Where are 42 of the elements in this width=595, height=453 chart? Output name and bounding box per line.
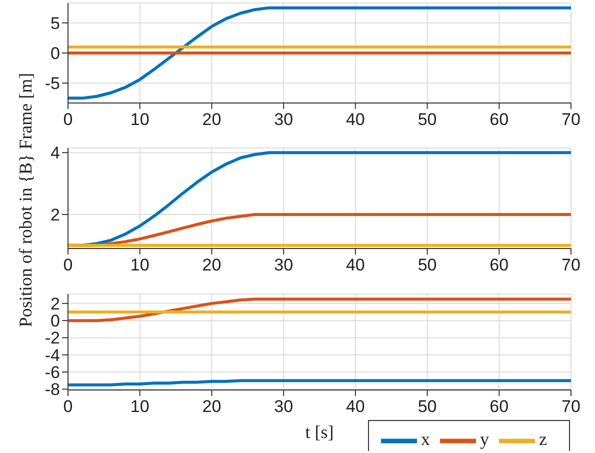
x-tick-label: 50 [418,255,437,274]
y-tick-label: -2 [44,328,60,348]
y-tick-label: 2 [50,205,60,224]
x-tick-label: 20 [202,110,222,130]
x-tick-label: 40 [346,110,365,130]
x-tick-label: 30 [274,110,294,130]
y-tick-label: 2 [50,294,60,313]
legend-label: x [421,428,430,449]
y-axis-title: Position of robot in {B} Frame [m] [16,72,36,328]
x-tick-label: 10 [130,396,150,416]
x-tick-label: 60 [490,255,509,274]
y-tick-label: -4 [44,345,60,364]
x-tick-label: 0 [63,255,73,274]
x-tick-label: 60 [490,396,509,416]
x-tick-label: 50 [418,396,437,416]
x-tick-label: 10 [130,110,150,130]
x-tick-label: 50 [418,110,437,130]
x-tick-label: 60 [490,110,509,130]
y-tick-label: 4 [50,143,60,162]
x-tick-label: 40 [346,255,365,274]
x-axis-title: t [s] [305,422,334,442]
y-tick-label: -6 [44,362,60,382]
x-tick-label: 70 [562,255,580,274]
x-tick-label: 20 [202,396,222,416]
line-series [68,6,571,100]
y-tick-label: -8 [44,380,60,399]
x-tick-label: 20 [202,255,222,274]
y-tick-label: -5 [44,74,60,94]
x-tick-label: 10 [130,255,150,274]
x-tick-label: 40 [346,396,365,416]
x-tick-label: 70 [562,110,580,130]
y-tick-label: 0 [50,44,60,64]
x-tick-label: 0 [63,110,73,130]
x-tick-label: 30 [274,255,294,274]
x-tick-label: 30 [274,396,294,416]
legend-label: z [539,428,547,449]
legend-label: y [480,428,489,449]
x-tick-label: 70 [562,396,580,416]
line-series [68,297,571,322]
y-tick-label: 0 [50,311,60,330]
y-tick-label: 5 [50,14,60,33]
x-tick-label: 0 [63,396,73,416]
